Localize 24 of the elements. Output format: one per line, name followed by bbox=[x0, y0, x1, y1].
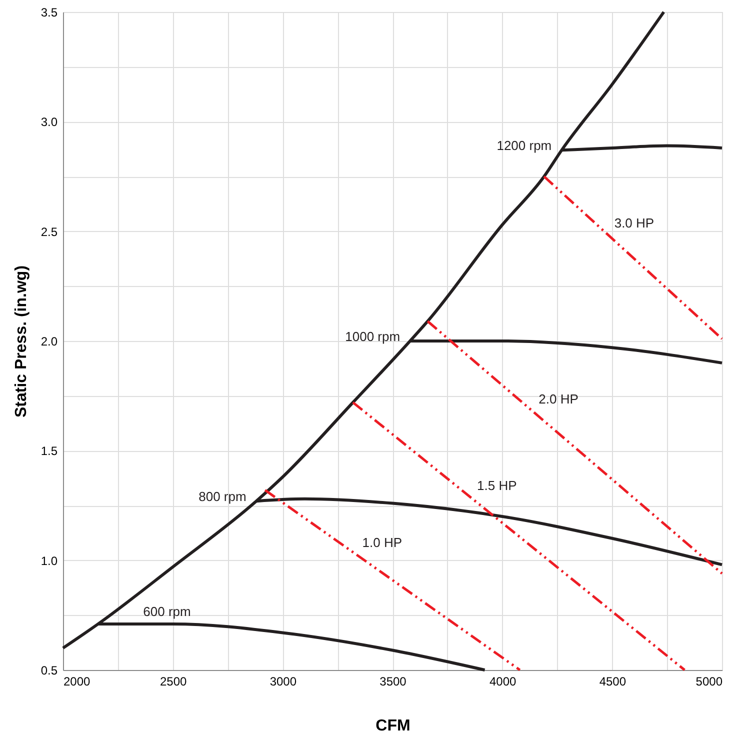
series-label: 1000 rpm bbox=[345, 329, 400, 344]
y-tick-label: 2.0 bbox=[40, 334, 58, 348]
x-tick-label: 3500 bbox=[380, 674, 407, 688]
x-tick-label: 4500 bbox=[599, 674, 626, 688]
series-label: 600 rpm bbox=[143, 604, 191, 619]
x-axis-title: CFM bbox=[376, 718, 410, 734]
y-tick-label: 2.5 bbox=[40, 224, 58, 239]
x-tick-label: 3000 bbox=[270, 674, 297, 688]
y-axis-title: Static Press. (in.wg) bbox=[12, 265, 30, 418]
y-tick-label: 0.5 bbox=[40, 664, 58, 678]
y-tick-label: 3.5 bbox=[40, 6, 58, 20]
y-tick-label: 1.5 bbox=[40, 444, 58, 458]
x-tick-label: 2500 bbox=[160, 674, 188, 688]
y-tick-label: 1.0 bbox=[40, 554, 58, 568]
x-tick-label: 4000 bbox=[489, 674, 517, 688]
x-tick-label: 5000 bbox=[696, 674, 723, 688]
series-label: 1.5 HP bbox=[477, 478, 517, 494]
y-tick-label: 3.0 bbox=[40, 115, 58, 130]
series-label: 3.0 HP bbox=[614, 215, 654, 230]
series-label: 1.0 HP bbox=[362, 535, 402, 550]
x-tick-label: 2000 bbox=[64, 674, 91, 688]
series-label: 800 rpm bbox=[198, 489, 246, 504]
series-label: 1200 rpm bbox=[496, 138, 552, 154]
series-label: 2.0 HP bbox=[538, 392, 578, 407]
